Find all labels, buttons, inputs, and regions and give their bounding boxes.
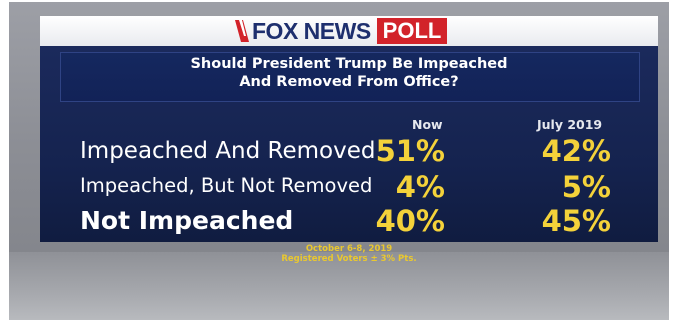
poll-badge: POLL: [376, 18, 448, 44]
value-impeached-not-removed-july: 5%: [561, 170, 611, 204]
fox-slash-icon: [233, 18, 251, 44]
poll-question: Should President Trump Be Impeached And …: [60, 55, 638, 91]
value-impeached-removed-now: 51%: [375, 134, 445, 168]
logo-bar: [40, 16, 658, 46]
poll-date: October 6-8, 2019: [305, 244, 393, 254]
question-box: [60, 52, 640, 102]
poll-sample-note: Registered Voters ± 3% Pts.: [281, 254, 417, 264]
value-impeached-removed-july: 42%: [541, 134, 611, 168]
value-impeached-not-removed-now: 4%: [395, 170, 445, 204]
value-not-impeached-now: 40%: [375, 204, 445, 238]
row-label-not-impeached: Not Impeached: [80, 206, 294, 235]
fox-news-poll-logo: FOX NEWS POLL: [233, 18, 448, 44]
column-header-july-2019: July 2019: [537, 117, 603, 132]
screen-lower-band: [9, 252, 669, 320]
value-not-impeached-july: 45%: [541, 204, 611, 238]
column-header-now: Now: [412, 117, 443, 132]
row-label-impeached-not-removed: Impeached, But Not Removed: [80, 174, 373, 197]
question-line-1: Should President Trump Be Impeached: [190, 56, 508, 72]
brand-name: FOX NEWS: [252, 18, 371, 44]
question-line-2: And Removed From Office?: [239, 74, 459, 90]
row-label-impeached-and-removed: Impeached And Removed: [80, 138, 376, 164]
